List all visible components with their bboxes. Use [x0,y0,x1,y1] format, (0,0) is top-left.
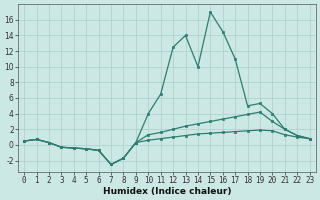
X-axis label: Humidex (Indice chaleur): Humidex (Indice chaleur) [103,187,231,196]
